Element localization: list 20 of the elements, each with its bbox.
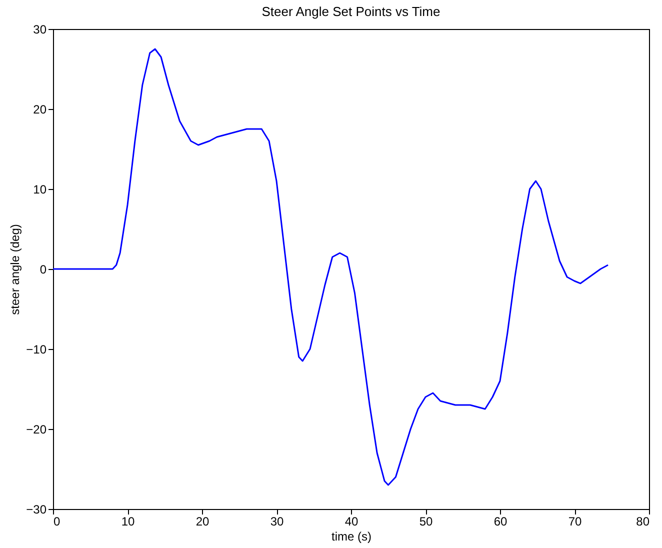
y-tick-label: 0 [40, 262, 47, 276]
x-tick-label: 40 [344, 514, 358, 528]
x-tick-label: 30 [270, 514, 284, 528]
x-tick-label: 60 [494, 514, 508, 528]
y-tick-label: −10 [26, 342, 47, 356]
line-series [53, 48, 609, 486]
chart-title: Steer Angle Set Points vs Time [262, 4, 440, 19]
x-tick-label: 80 [636, 514, 650, 528]
y-tick-label: 10 [33, 182, 47, 196]
y-axis-title: steer angle (deg) [8, 224, 22, 315]
x-tick-label: 20 [196, 514, 210, 528]
x-tick-label: 0 [54, 514, 60, 528]
x-tick-label: 50 [419, 514, 433, 528]
x-axis-title: time (s) [332, 530, 372, 544]
y-tick-label: 20 [33, 102, 47, 116]
x-tick-label: 70 [568, 514, 582, 528]
y-tick-label: 30 [33, 22, 47, 36]
x-tick-label: 10 [121, 514, 135, 528]
y-tick-label: −20 [26, 422, 47, 436]
y-tick-label: −30 [26, 502, 47, 516]
